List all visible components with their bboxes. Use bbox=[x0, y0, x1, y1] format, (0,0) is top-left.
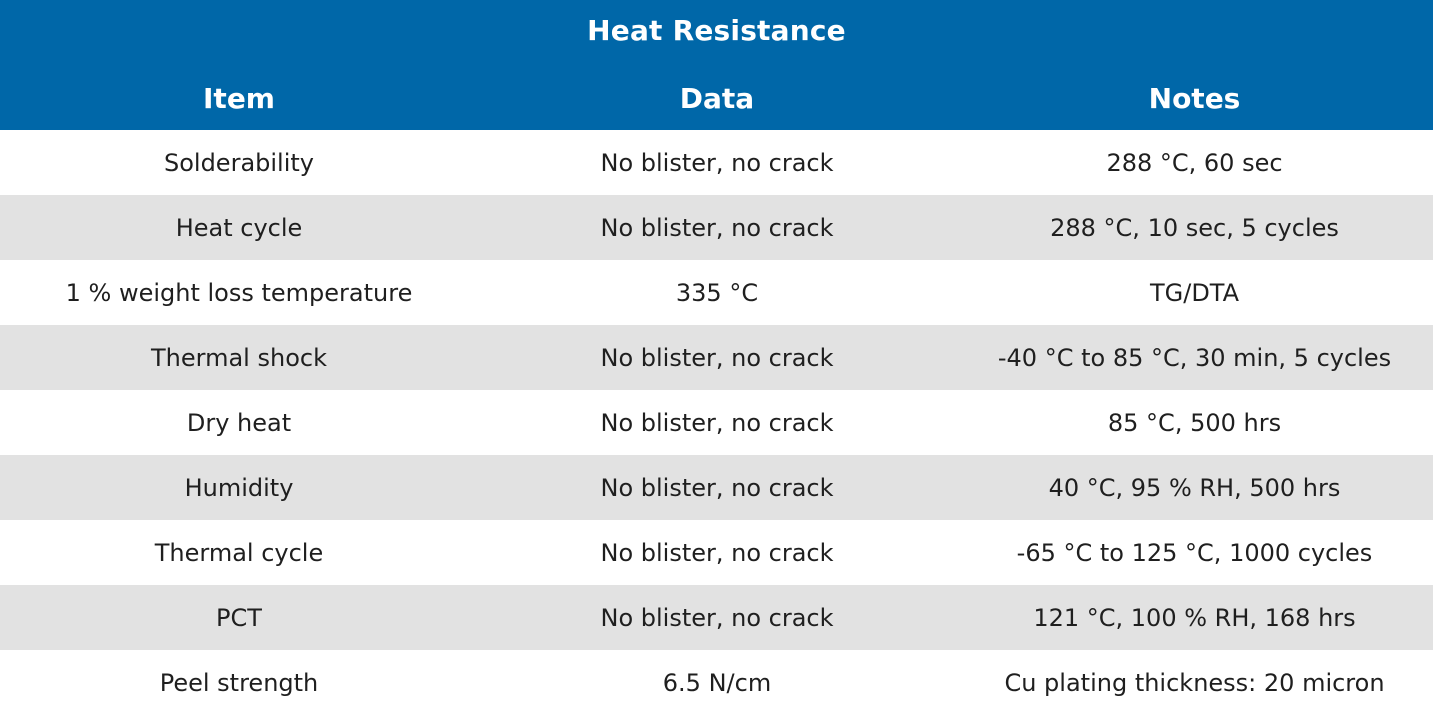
cell-item: Solderability bbox=[163, 148, 314, 177]
cell-item: Humidity bbox=[184, 473, 294, 502]
cell-notes: 288 °C, 60 sec bbox=[1106, 148, 1283, 177]
cell-data: No blister, no crack bbox=[600, 148, 834, 177]
cell-notes: 121 °C, 100 % RH, 168 hrs bbox=[1033, 603, 1356, 632]
cell-notes: 288 °C, 10 sec, 5 cycles bbox=[1050, 213, 1339, 242]
table-row: Peel strength 6.5 N/cm Cu plating thickn… bbox=[0, 650, 1433, 715]
table-row: PCT No blister, no crack 121 °C, 100 % R… bbox=[0, 585, 1433, 650]
cell-item: Thermal shock bbox=[151, 343, 327, 372]
cell-notes: Cu plating thickness: 20 micron bbox=[1004, 668, 1385, 697]
column-header-item: Item bbox=[203, 82, 275, 115]
cell-notes: 85 °C, 500 hrs bbox=[1107, 408, 1282, 437]
cell-item: 1 % weight loss temperature bbox=[65, 278, 413, 307]
cell-data: No blister, no crack bbox=[600, 473, 834, 502]
column-header-data: Data bbox=[679, 82, 755, 115]
column-headers: Item Data Notes bbox=[0, 78, 1433, 120]
table-row: Thermal cycle No blister, no crack -65 °… bbox=[0, 520, 1433, 585]
cell-data: No blister, no crack bbox=[600, 538, 834, 567]
cell-data: 335 °C bbox=[675, 278, 759, 307]
table-row: Humidity No blister, no crack 40 °C, 95 … bbox=[0, 455, 1433, 520]
cell-item: Peel strength bbox=[159, 668, 319, 697]
cell-notes: 40 °C, 95 % RH, 500 hrs bbox=[1048, 473, 1341, 502]
cell-data: No blister, no crack bbox=[600, 408, 834, 437]
table-row: Dry heat No blister, no crack 85 °C, 500… bbox=[0, 390, 1433, 455]
cell-notes: -40 °C to 85 °C, 30 min, 5 cycles bbox=[997, 343, 1392, 372]
cell-item: Thermal cycle bbox=[154, 538, 324, 567]
column-header-notes: Notes bbox=[1148, 82, 1241, 115]
cell-item: Heat cycle bbox=[175, 213, 303, 242]
cell-notes: TG/DTA bbox=[1149, 278, 1240, 307]
table-row: Solderability No blister, no crack 288 °… bbox=[0, 130, 1433, 195]
table-row: Heat cycle No blister, no crack 288 °C, … bbox=[0, 195, 1433, 260]
cell-item: PCT bbox=[216, 603, 262, 632]
table-row: Thermal shock No blister, no crack -40 °… bbox=[0, 325, 1433, 390]
cell-data: No blister, no crack bbox=[600, 603, 834, 632]
cell-notes: -65 °C to 125 °C, 1000 cycles bbox=[1016, 538, 1373, 567]
table-title: Heat Resistance bbox=[587, 14, 846, 47]
table-body: Solderability No blister, no crack 288 °… bbox=[0, 130, 1433, 715]
table-row: 1 % weight loss temperature 335 °C TG/DT… bbox=[0, 260, 1433, 325]
cell-data: 6.5 N/cm bbox=[662, 668, 772, 697]
table-header: Heat Resistance Item Data Notes bbox=[0, 0, 1433, 130]
cell-data: No blister, no crack bbox=[600, 343, 834, 372]
cell-item: Dry heat bbox=[186, 408, 292, 437]
cell-data: No blister, no crack bbox=[600, 213, 834, 242]
